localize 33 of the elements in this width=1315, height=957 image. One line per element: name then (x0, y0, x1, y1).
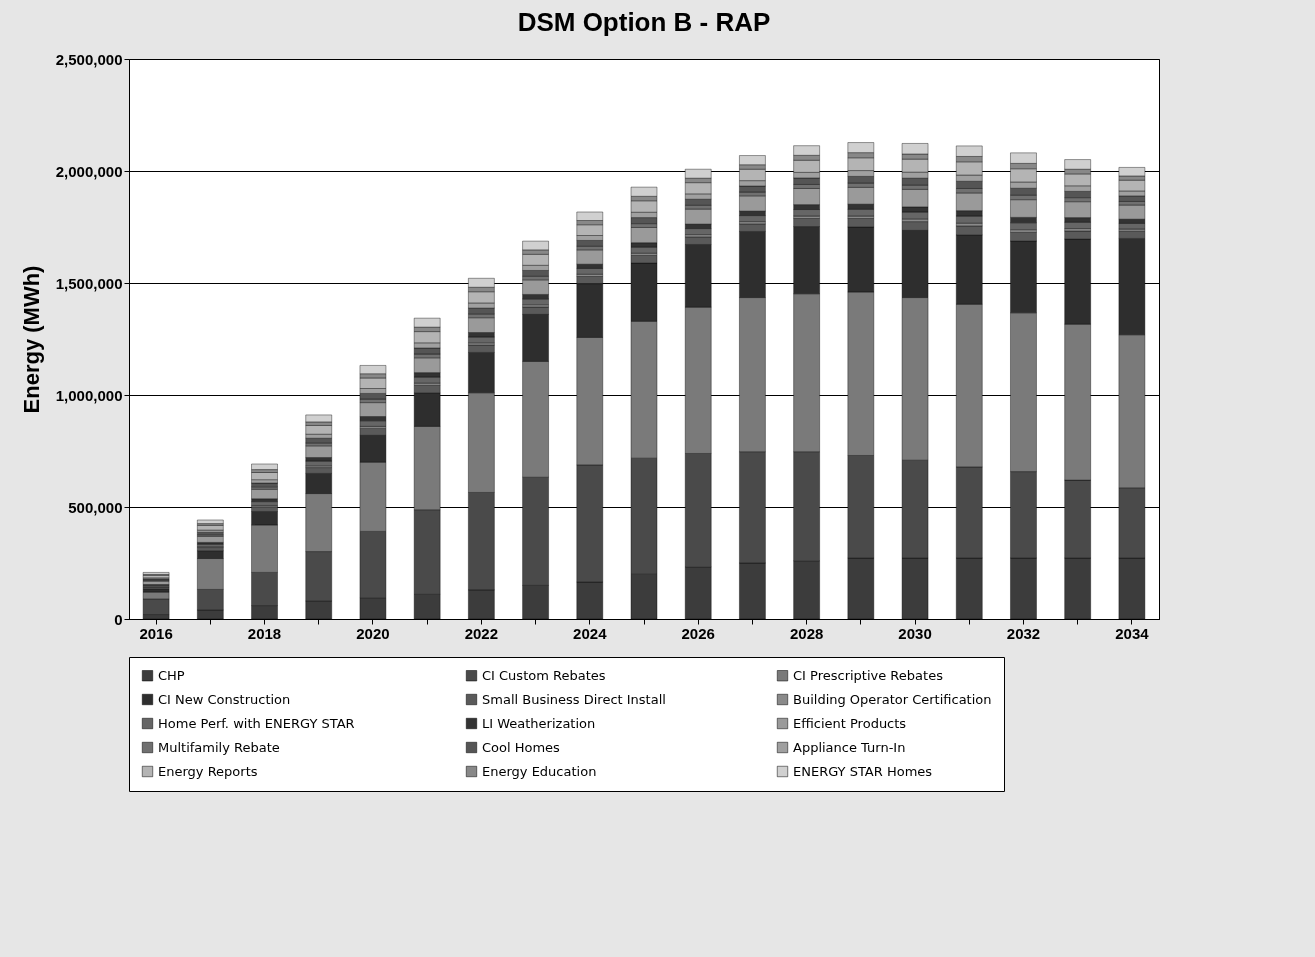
y-tick-label: 1,000,000 (55, 386, 123, 404)
x-tick-label: 2018 (247, 624, 282, 642)
legend-label: ENERGY STAR Homes (793, 763, 933, 779)
y-tick-label: 2,500,000 (55, 50, 123, 68)
x-tick-label: 2020 (356, 624, 390, 642)
legend-label: Efficient Products (793, 715, 907, 731)
x-tick-label: 2032 (1006, 624, 1041, 642)
legend-label: Energy Education (482, 763, 597, 779)
y-tick-label: 2,000,000 (55, 162, 123, 180)
chart-title: DSM Option B - RAP (517, 7, 771, 37)
x-tick-label: 2028 (789, 624, 824, 642)
legend-label: Home Perf. with ENERGY STAR (158, 715, 355, 731)
legend-label: Cool Homes (482, 739, 561, 755)
legend-label: Building Operator Certification (793, 691, 992, 707)
y-axis-title: Energy (MWh) (18, 265, 44, 414)
y-tick-label: 1,500,000 (55, 274, 123, 292)
legend-label: CHP (158, 667, 185, 683)
legend-label: Appliance Turn-In (793, 739, 906, 755)
x-tick-label: 2022 (464, 624, 499, 642)
x-tick-label: 2024 (573, 624, 608, 642)
x-tick-label: 2030 (898, 624, 932, 642)
x-tick-label: 2026 (681, 624, 715, 642)
legend-label: LI Weatherization (482, 715, 596, 731)
legend-label: Multifamily Rebate (158, 739, 280, 755)
x-tick-label: 2034 (1115, 624, 1150, 642)
y-tick-label: 0 (114, 610, 123, 628)
legend-label: CI Prescriptive Rebates (793, 667, 944, 683)
legend-label: Energy Reports (158, 763, 258, 779)
legend-label: CI New Construction (158, 691, 291, 707)
legend-label: CI Custom Rebates (482, 667, 606, 683)
y-tick-label: 500,000 (68, 498, 123, 516)
legend-label: Small Business Direct Install (482, 691, 666, 707)
x-tick-label: 2016 (139, 624, 173, 642)
